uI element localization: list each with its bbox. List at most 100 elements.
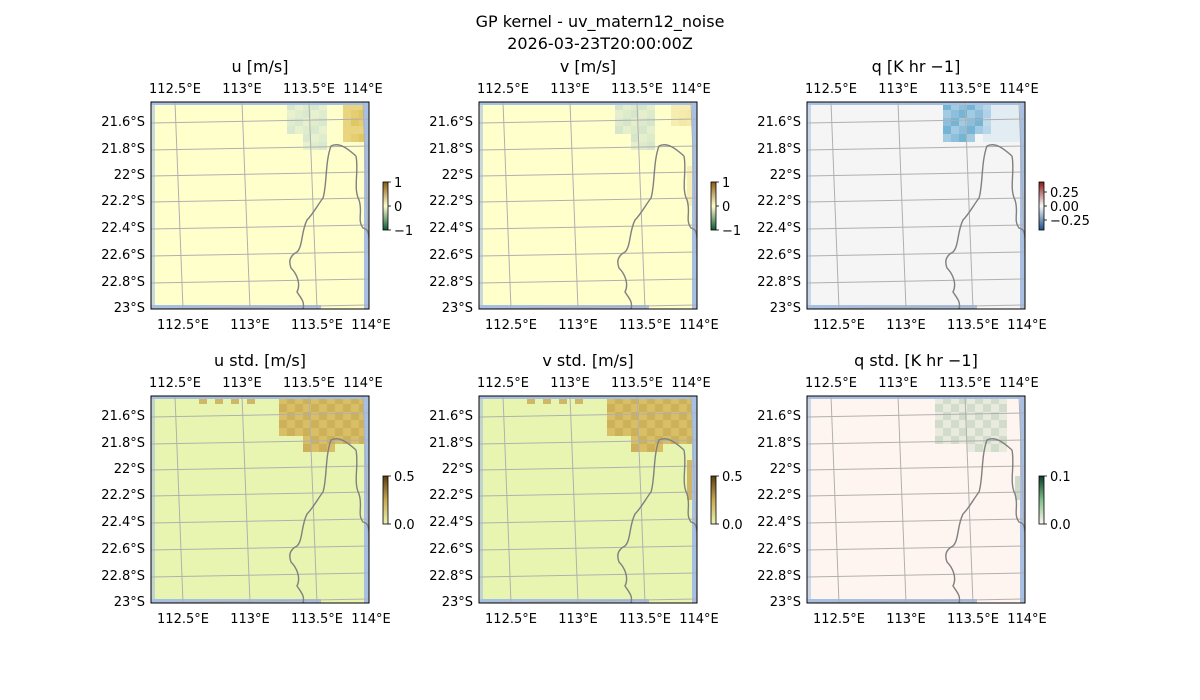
field-cell	[631, 110, 639, 118]
field-cell	[287, 428, 295, 436]
grid-line-lat	[807, 118, 1025, 124]
field-cell	[967, 436, 975, 444]
field-cell	[671, 420, 679, 428]
field-cell	[679, 102, 687, 110]
ocean-edge	[807, 396, 811, 603]
grid-line-lat	[807, 412, 1025, 418]
field-cell	[631, 444, 639, 452]
field-cell	[1015, 492, 1023, 500]
field-cell	[327, 396, 335, 404]
field-cell	[343, 118, 351, 126]
lat-tick-label: 21.8°S	[757, 436, 801, 451]
grid-line-lat	[807, 598, 1025, 603]
grid-line-lon	[569, 396, 579, 603]
field-cell	[319, 444, 327, 452]
field-cell	[319, 428, 327, 436]
field-cell	[623, 428, 631, 436]
field-cell	[543, 396, 551, 404]
field-cell	[943, 102, 951, 110]
grid-line-lat	[807, 251, 1025, 257]
grid-line-lat	[151, 439, 369, 445]
field-cell	[951, 412, 959, 420]
field-cell	[991, 428, 999, 436]
map-panel: u std. [m/s] 112.5°E 112.5°E 113°E 113°E 113.…	[101, 351, 414, 627]
field-cell	[335, 396, 343, 404]
field-cell	[959, 428, 967, 436]
lat-tick-label: 23°S	[442, 301, 473, 316]
field-cell	[615, 118, 623, 126]
field-cell	[351, 396, 359, 404]
field-cell	[687, 166, 695, 174]
field-cell	[639, 142, 647, 150]
lat-tick-label: 21.8°S	[101, 436, 145, 451]
field-cell	[311, 444, 319, 452]
ocean-edge	[807, 102, 1025, 105]
field-cell	[1007, 134, 1015, 142]
lon-tick-label: 113°E	[230, 318, 270, 333]
field-cell	[311, 420, 319, 428]
field-cell	[975, 102, 983, 110]
field-cell	[279, 404, 287, 412]
colorbar	[382, 475, 389, 525]
field-cell	[575, 396, 583, 404]
field-cell	[1007, 110, 1015, 118]
field-cell	[943, 134, 951, 142]
panel-title: v [m/s]	[560, 57, 616, 76]
lat-tick-label: 21.6°S	[101, 115, 145, 130]
grid-line-lat	[151, 278, 369, 284]
grid-line-lat	[479, 118, 697, 124]
field-cell	[639, 102, 647, 110]
lon-tick-label: 113°E	[886, 318, 926, 333]
colorbar-tick-label: −1	[722, 224, 741, 239]
map-panel: q std. [K hr −1] 112.5°E 112.5°E 113°E 113°E…	[757, 351, 1070, 627]
field-cell	[959, 110, 967, 118]
figure-subtitle: 2026-03-23T20:00:00Z	[507, 34, 693, 53]
field-cell	[967, 118, 975, 126]
lat-tick-label: 22.2°S	[757, 194, 801, 209]
field-cell	[671, 396, 679, 404]
grid-line-lat	[479, 224, 697, 230]
grid-line-lat	[479, 518, 697, 524]
field-cell	[663, 436, 671, 444]
lon-tick-label: 112.5°E	[813, 318, 865, 333]
field-cell	[647, 102, 655, 110]
lat-tick-label: 23°S	[442, 595, 473, 610]
field-cell	[351, 134, 359, 142]
field-cell	[607, 396, 615, 404]
field-cell	[303, 142, 311, 150]
field-cell	[999, 444, 1007, 452]
field-cell	[935, 436, 943, 444]
field-cell	[647, 436, 655, 444]
map-panel: v std. [m/s] 112.5°E 112.5°E 113°E 113°E 113.…	[429, 351, 742, 627]
field-cell	[639, 118, 647, 126]
field-cell	[655, 404, 663, 412]
lat-tick-label: 22.8°S	[429, 275, 473, 290]
lat-tick-label: 22.8°S	[429, 569, 473, 584]
lat-tick-label: 21.6°S	[429, 115, 473, 130]
field-cell	[359, 412, 367, 420]
field-cell	[287, 412, 295, 420]
colorbar	[1038, 181, 1045, 231]
field-cell	[975, 396, 983, 404]
field-cell	[983, 420, 991, 428]
field-cell	[975, 428, 983, 436]
field-cell	[647, 118, 655, 126]
grid-line-lat	[807, 572, 1025, 578]
lat-tick-label: 22.6°S	[101, 542, 145, 557]
field-cell	[959, 420, 967, 428]
lat-tick-label: 22.6°S	[757, 542, 801, 557]
field-cell	[967, 110, 975, 118]
field-cell	[991, 404, 999, 412]
field-cell	[343, 396, 351, 404]
lat-tick-label: 22.6°S	[429, 248, 473, 263]
lon-tick-label: 113°E	[886, 612, 926, 627]
panel-title: q [K hr −1]	[872, 57, 961, 76]
grid-line-lat	[479, 304, 697, 309]
lon-tick-label: 113°E	[550, 82, 590, 97]
field-cell	[967, 102, 975, 110]
field-cell	[303, 396, 311, 404]
lat-tick-label: 22.8°S	[757, 275, 801, 290]
field-cell	[303, 428, 311, 436]
field-cell	[943, 118, 951, 126]
grid-line-lon	[1018, 396, 1025, 565]
